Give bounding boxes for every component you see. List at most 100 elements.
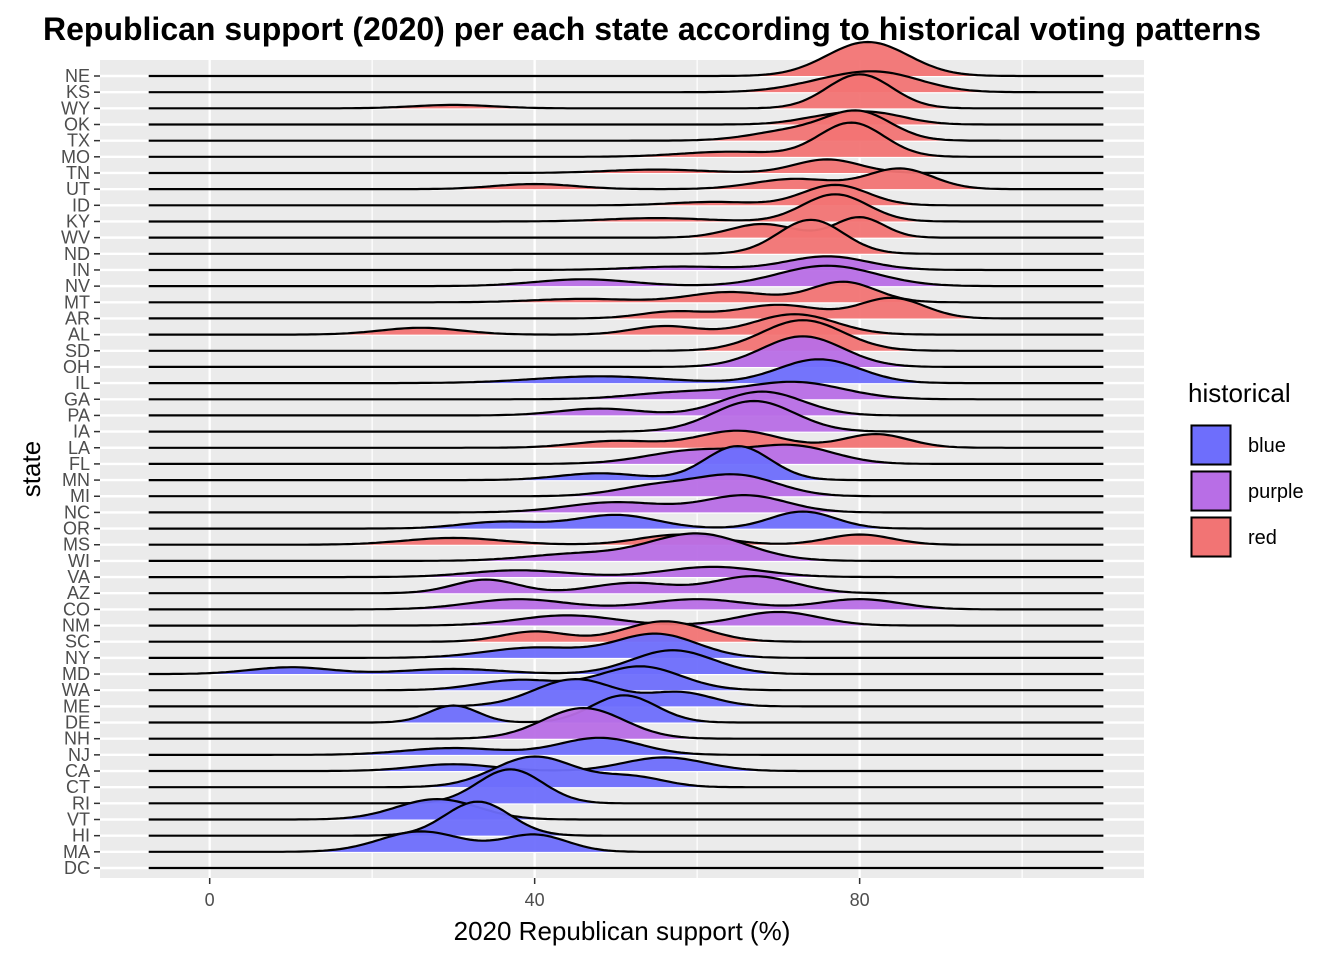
- ridge-fill-OH: [148, 336, 1104, 367]
- ridge-CA: [148, 756, 1104, 773]
- ridge-fill-CT: [148, 756, 1104, 788]
- ridge-line-SD: [148, 319, 1104, 352]
- ridge-MD: [148, 649, 1104, 676]
- ridge-MI: [148, 473, 1104, 498]
- ridge-fill-NE: [148, 42, 1104, 76]
- ridge-line-NJ: [148, 736, 1104, 756]
- ridge-MT: [148, 280, 1104, 304]
- ridge-line-MT: [148, 280, 1104, 304]
- ridge-fill-IN: [148, 256, 1104, 270]
- ridge-line-HI: [148, 800, 1104, 837]
- ridge-fill-SC: [148, 621, 1104, 642]
- ridge-line-IN: [148, 255, 1104, 272]
- ridge-IL: [148, 358, 1104, 385]
- ridge-fill-NJ: [148, 737, 1104, 755]
- y-tick-label-MA: MA: [63, 842, 90, 862]
- ridge-HI: [148, 800, 1104, 837]
- ridge-fill-UT: [148, 168, 1104, 190]
- y-tick-label-RI: RI: [72, 793, 90, 813]
- ridge-fill-ME: [148, 679, 1104, 707]
- legend-swatch-purple: [1190, 470, 1232, 512]
- ridge-line-WI: [148, 532, 1104, 562]
- ridge-SC: [148, 620, 1104, 643]
- y-tick-label-NJ: NJ: [68, 745, 90, 765]
- y-tick-label-MI: MI: [70, 486, 90, 506]
- ridge-ID: [148, 183, 1104, 207]
- ridge-fill-WY: [148, 74, 1104, 109]
- ridge-line-AL: [148, 313, 1104, 336]
- ridge-line-NC: [148, 494, 1104, 514]
- y-tick-label-HI: HI: [72, 826, 90, 846]
- ridge-ME: [148, 677, 1104, 708]
- y-tick-label-NC: NC: [64, 502, 90, 522]
- x-tick-label: 40: [525, 890, 545, 910]
- y-tick-label-WV: WV: [61, 228, 90, 248]
- y-tick-label-ME: ME: [63, 696, 90, 716]
- ridge-DE: [148, 694, 1104, 724]
- y-tick-label-NE: NE: [65, 66, 90, 86]
- ridge-line-DE: [148, 694, 1104, 724]
- ridge-line-ND: [148, 218, 1104, 255]
- ridge-line-CA: [148, 756, 1104, 773]
- legend-label-red: red: [1248, 527, 1277, 549]
- ridge-line-ME: [148, 677, 1104, 708]
- ridge-IN: [148, 255, 1104, 272]
- x-tick-label: 80: [850, 890, 870, 910]
- y-tick-label-MS: MS: [63, 535, 90, 555]
- y-tick-label-OK: OK: [64, 114, 90, 134]
- y-tick-label-MD: MD: [62, 664, 90, 684]
- y-tick-label-MT: MT: [64, 292, 90, 312]
- legend-label-blue: blue: [1248, 435, 1286, 457]
- y-tick-label-AZ: AZ: [67, 583, 90, 603]
- ridge-line-WA: [148, 665, 1104, 692]
- ridge-fill-NC: [148, 495, 1104, 513]
- y-tick-label-AL: AL: [68, 325, 90, 345]
- ridge-CO: [148, 597, 1104, 611]
- ridge-fill-WV: [148, 217, 1104, 238]
- ridge-line-WV: [148, 215, 1104, 239]
- ridge-line-OK: [148, 110, 1104, 126]
- ridge-OR: [148, 510, 1104, 530]
- y-tick-label-GA: GA: [64, 389, 90, 409]
- ridge-FL: [148, 443, 1104, 465]
- x-axis: 0 40 80: [205, 878, 870, 910]
- legend-title: historical: [1188, 378, 1291, 408]
- y-tick-label-NV: NV: [65, 276, 90, 296]
- legend-swatch-red: [1190, 516, 1232, 558]
- ridge-MA: [148, 830, 1104, 853]
- ridge-GA: [148, 380, 1104, 401]
- ridge-line-SC: [148, 620, 1104, 643]
- ridge-line-AR: [148, 296, 1104, 320]
- ridge-fill-IL: [148, 359, 1104, 384]
- ridge-line-RI: [148, 768, 1104, 805]
- y-tick-label-IA: IA: [73, 422, 90, 442]
- ridge-line-MA: [148, 830, 1104, 853]
- ridge-fill-NM: [148, 612, 1104, 626]
- y-tick-label-DE: DE: [65, 713, 90, 733]
- ridge-line-CT: [148, 755, 1104, 789]
- ridge-line-TN: [148, 158, 1104, 175]
- y-tick-label-SC: SC: [65, 632, 90, 652]
- ridge-line-IA: [148, 399, 1104, 433]
- y-tick-label-VA: VA: [67, 567, 90, 587]
- ridge-line-VT: [148, 797, 1104, 821]
- ridge-fill-CA: [148, 757, 1104, 772]
- legend: historical blue purple red: [1188, 378, 1304, 558]
- ridge-AL: [148, 313, 1104, 336]
- y-tick-label-KS: KS: [66, 82, 90, 102]
- ridge-UT: [148, 167, 1104, 191]
- ridge-NM: [148, 610, 1104, 627]
- y-tick-label-VT: VT: [67, 810, 90, 830]
- ridge-NY: [148, 632, 1104, 659]
- ridge-fill-CO: [148, 599, 1104, 610]
- ridge-line-MS: [148, 533, 1104, 546]
- ridge-fill-TN: [148, 159, 1104, 173]
- y-tick-label-LA: LA: [68, 438, 90, 458]
- ridge-fill-MI: [148, 474, 1104, 497]
- chart-title: Republican support (2020) per each state…: [43, 11, 1261, 47]
- ridge-NJ: [148, 736, 1104, 756]
- y-tick-label-ID: ID: [72, 195, 90, 215]
- ridge-line-NH: [148, 706, 1104, 740]
- x-axis-title: 2020 Republican support (%): [454, 916, 791, 946]
